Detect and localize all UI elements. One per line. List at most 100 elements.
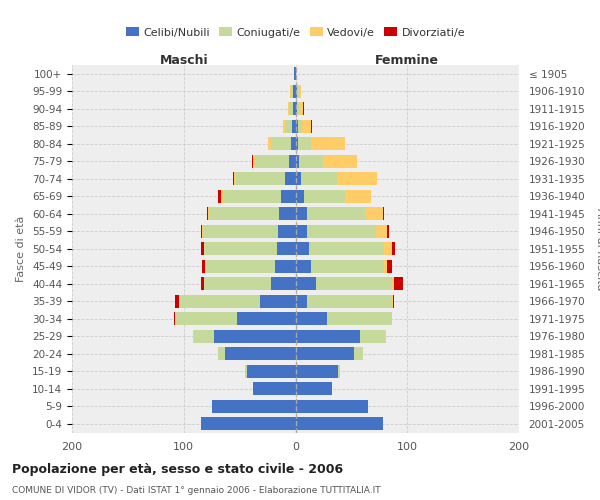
Bar — [344, 190, 371, 203]
Bar — [290, 84, 291, 98]
Bar — [387, 224, 389, 238]
Bar — [291, 137, 296, 150]
Text: Maschi: Maschi — [160, 54, 208, 66]
Bar — [304, 190, 344, 203]
Bar — [292, 120, 296, 133]
Bar — [296, 84, 299, 98]
Bar — [236, 172, 286, 186]
Bar — [296, 260, 311, 273]
Y-axis label: Anni di nascita: Anni di nascita — [595, 208, 600, 290]
Bar — [392, 294, 393, 308]
Bar — [301, 172, 337, 186]
Bar — [286, 120, 292, 133]
Bar — [194, 330, 214, 343]
Bar — [233, 172, 234, 186]
Bar — [289, 154, 296, 168]
Bar — [311, 120, 312, 133]
Bar — [212, 400, 296, 413]
Bar — [200, 224, 202, 238]
Bar — [296, 312, 327, 326]
Bar — [277, 242, 296, 256]
Bar — [353, 347, 362, 360]
Bar — [209, 207, 279, 220]
Bar — [296, 224, 307, 238]
Bar — [271, 277, 296, 290]
Bar — [387, 260, 392, 273]
Bar — [311, 260, 384, 273]
Bar — [327, 312, 392, 326]
Text: Popolazione per età, sesso e stato civile - 2006: Popolazione per età, sesso e stato civil… — [12, 462, 343, 475]
Bar — [255, 154, 289, 168]
Bar — [309, 242, 384, 256]
Bar — [193, 330, 194, 343]
Bar — [253, 382, 296, 396]
Bar — [392, 242, 395, 256]
Bar — [296, 330, 361, 343]
Bar — [293, 102, 296, 116]
Bar — [200, 417, 296, 430]
Bar — [296, 190, 304, 203]
Bar — [307, 294, 392, 308]
Bar — [287, 102, 289, 116]
Bar — [311, 137, 344, 150]
Bar — [337, 172, 377, 186]
Bar — [260, 294, 296, 308]
Bar — [298, 137, 311, 150]
Bar — [296, 154, 299, 168]
Bar — [275, 260, 296, 273]
Bar — [223, 190, 281, 203]
Bar — [295, 67, 296, 80]
Bar — [383, 207, 384, 220]
Bar — [299, 102, 304, 116]
Bar — [394, 277, 403, 290]
Bar — [365, 207, 383, 220]
Bar — [221, 190, 223, 203]
Bar — [298, 120, 302, 133]
Bar — [268, 137, 271, 150]
Bar — [208, 207, 209, 220]
Bar — [296, 137, 298, 150]
Bar — [200, 277, 204, 290]
Bar — [286, 172, 296, 186]
Bar — [252, 154, 253, 168]
Bar — [384, 242, 392, 256]
Text: Femmine: Femmine — [375, 54, 439, 66]
Bar — [392, 277, 394, 290]
Bar — [279, 207, 296, 220]
Bar — [384, 260, 387, 273]
Bar — [296, 172, 301, 186]
Bar — [200, 242, 204, 256]
Bar — [338, 364, 340, 378]
Bar — [218, 347, 225, 360]
Bar — [225, 347, 296, 360]
Bar — [296, 417, 383, 430]
Bar — [296, 102, 299, 116]
Bar — [393, 294, 394, 308]
Bar — [179, 294, 260, 308]
Bar — [238, 312, 296, 326]
Legend: Celibi/Nubili, Coniugati/e, Vedovi/e, Divorziati/e: Celibi/Nubili, Coniugati/e, Vedovi/e, Di… — [121, 23, 470, 42]
Bar — [299, 84, 301, 98]
Bar — [205, 260, 275, 273]
Bar — [271, 137, 291, 150]
Bar — [385, 330, 386, 343]
Bar — [302, 120, 311, 133]
Bar — [278, 224, 296, 238]
Bar — [376, 224, 387, 238]
Y-axis label: Fasce di età: Fasce di età — [16, 216, 26, 282]
Bar — [323, 154, 357, 168]
Bar — [283, 120, 286, 133]
Bar — [296, 277, 316, 290]
Bar — [296, 400, 368, 413]
Bar — [202, 260, 205, 273]
Bar — [203, 224, 278, 238]
Bar — [296, 242, 309, 256]
Bar — [234, 172, 236, 186]
Bar — [296, 207, 307, 220]
Bar — [296, 364, 338, 378]
Bar — [307, 207, 365, 220]
Bar — [307, 224, 376, 238]
Bar — [296, 382, 332, 396]
Bar — [202, 224, 203, 238]
Bar — [361, 330, 385, 343]
